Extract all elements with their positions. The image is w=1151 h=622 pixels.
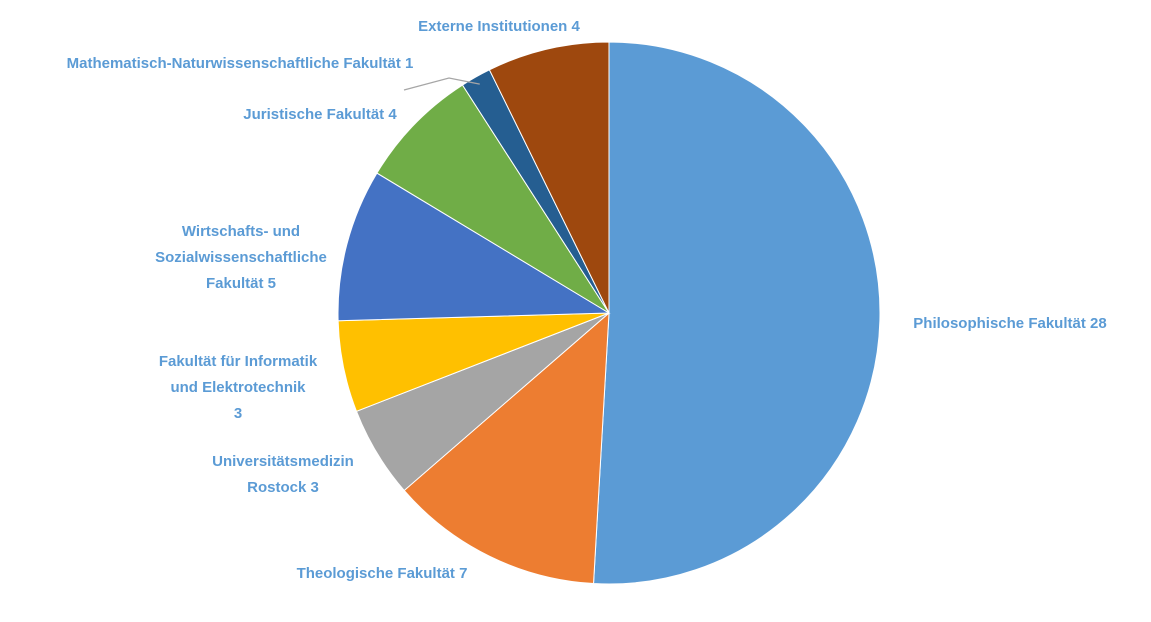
slice-label-universitaetsmedizin-rostock: Universitätsmedizin Rostock 3: [212, 453, 354, 496]
slice-label-line: Philosophische Fakultät 28: [913, 315, 1106, 332]
pie-slice-philosophische-fakultaet: [593, 41, 881, 585]
slice-label-line: Wirtschafts- und: [182, 223, 300, 240]
slice-label-mathematisch-naturwissenschaftliche-fakultaet: Mathematisch-Naturwissenschaftliche Faku…: [67, 55, 414, 72]
slice-label-line: und Elektrotechnik: [170, 379, 306, 396]
slice-label-line: Fakultät für Informatik: [159, 353, 318, 370]
leader-line-mathematisch-naturwissenschaftliche-fakultaet: [403, 77, 480, 91]
leader-lines: [403, 77, 480, 91]
slice-label-line: Mathematisch-Naturwissenschaftliche Faku…: [67, 55, 414, 72]
slice-label-theologische-fakultaet: Theologische Fakultät 7: [297, 565, 468, 582]
pie-slice-wirtschafts-und-sozialwissenschaftliche-fakultaet: [337, 172, 611, 322]
slice-label-wirtschafts-und-sozialwissenschaftliche-fakultaet: Wirtschafts- und Sozialwissenschaftliche F…: [155, 223, 327, 292]
slice-label-line: Fakultät 5: [206, 275, 276, 292]
slice-label-line: Externe Institutionen 4: [418, 18, 580, 35]
slice-label-line: Theologische Fakultät 7: [297, 565, 468, 582]
pie-slices: [337, 41, 881, 585]
slice-label-line: Juristische Fakultät 4: [243, 106, 397, 123]
slice-labels: Philosophische Fakultät 28 Theologische F…: [67, 18, 1107, 582]
slice-label-line: Sozialwissenschaftliche: [155, 249, 327, 266]
pie-slice-juristische-fakultaet: [376, 84, 610, 314]
slice-label-line: 3: [234, 405, 242, 422]
slice-label-juristische-fakultaet: Juristische Fakultät 4: [243, 106, 397, 123]
slice-label-line: Universitätsmedizin: [212, 453, 354, 470]
slice-label-philosophische-fakultaet: Philosophische Fakultät 28: [913, 315, 1106, 332]
slice-label-externe-institutionen: Externe Institutionen 4: [418, 18, 580, 35]
slice-label-line: Rostock 3: [247, 479, 319, 496]
slice-label-fakultaet-fuer-informatik-und-elektrotechnik: Fakultät für Informatik und Elektrotechni…: [159, 353, 318, 422]
pie-slice-theologische-fakultaet: [403, 311, 610, 585]
pie-slice-externe-institutionen: [488, 41, 610, 314]
